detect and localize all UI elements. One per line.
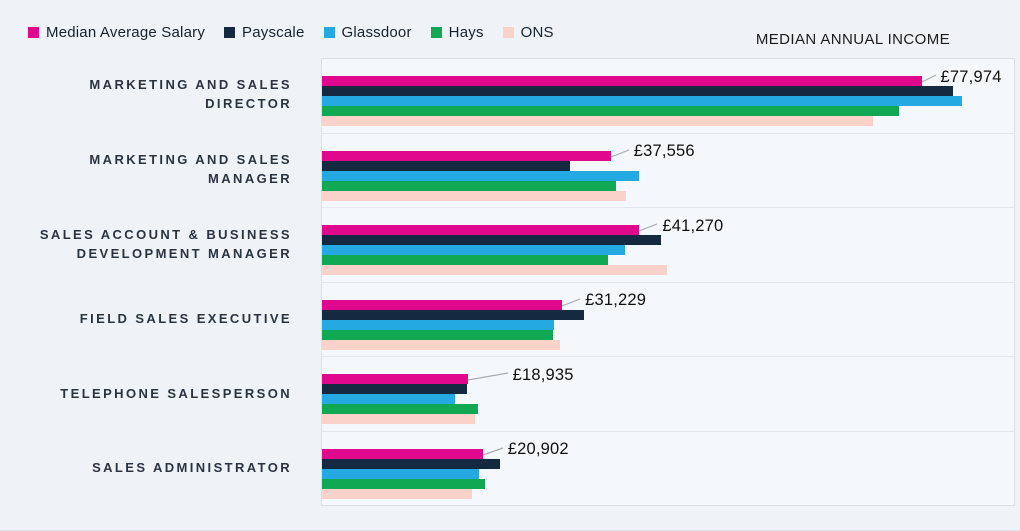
bar-median-average-salary (322, 225, 640, 235)
chart-legend: Median Average Salary Payscale Glassdoor Ha… (28, 24, 554, 41)
bar-group (322, 448, 1014, 499)
category-label: SALES ACCOUNT & BUSINESS DEVELOPMENT MAN… (39, 226, 292, 261)
bar-ons (322, 116, 873, 126)
value-callout: £77,974 (921, 66, 1002, 88)
bar-payscale (322, 235, 662, 245)
bar-ons (322, 190, 627, 201)
bar-median-average-salary (322, 374, 468, 384)
bar-payscale (322, 160, 571, 171)
bar-glassdoor (322, 394, 456, 404)
chart-title: MEDIAN ANNUAL INCOME (755, 31, 950, 48)
legend-label: Payscale (242, 24, 305, 41)
category-label: MARKETING AND SALES MANAGER (89, 152, 292, 186)
leader-line-icon (482, 446, 503, 456)
bar-median-average-salary (322, 299, 563, 310)
chart-row: £18,935 (322, 356, 1014, 431)
value-callout: £20,902 (482, 439, 569, 461)
bar-group (322, 225, 1014, 275)
value-callout: £37,556 (610, 141, 695, 163)
bar-hays (322, 255, 609, 265)
bar-group (322, 299, 1014, 350)
value-callout: £31,229 (562, 290, 646, 312)
legend-item-glassdoor: Glassdoor (323, 24, 412, 41)
category-label: MARKETING AND SALES DIRECTOR (89, 77, 292, 112)
bar-median-average-salary (322, 150, 611, 161)
bar-glassdoor (322, 319, 555, 330)
leader-line-icon (639, 223, 658, 232)
category-label: FIELD SALES EXECUTIVE (79, 310, 292, 326)
legend-swatch-ons (502, 27, 514, 38)
chart-row: £37,556 (322, 132, 1014, 208)
bar-glassdoor (322, 245, 625, 255)
bar-hays (322, 478, 485, 489)
plot-area: £77,974 £37,556 £41,270 £31,229 £18,935 £20,9… (321, 58, 1015, 506)
legend-item-payscale: Payscale (224, 24, 304, 41)
bar-hays (322, 106, 899, 116)
bar-ons (322, 414, 475, 424)
legend-swatch-median-average-salary (28, 27, 39, 38)
value-label: £31,229 (585, 291, 647, 309)
bar-median-average-salary (322, 448, 483, 459)
bar-ons (322, 265, 668, 275)
bar-ons (322, 488, 472, 499)
bar-payscale (322, 384, 467, 394)
bar-payscale (322, 458, 501, 469)
bar-hays (322, 180, 616, 191)
value-label: £18,935 (512, 365, 574, 384)
bar-payscale (322, 309, 585, 320)
leader-line-icon (921, 74, 936, 83)
chart-row: £20,902 (322, 430, 1014, 506)
category-label: TELEPHONE SALESPERSON (60, 385, 292, 401)
leader-line-icon (467, 372, 508, 381)
legend-item-median-average-salary: Median Average Salary (28, 24, 205, 41)
legend-label: Median Average Salary (46, 24, 206, 41)
bar-group (322, 150, 1014, 201)
bar-group (322, 76, 1014, 126)
chart-row: £41,270 (322, 207, 1014, 282)
chart-row: £31,229 (322, 281, 1014, 357)
bar-glassdoor (322, 468, 479, 479)
bar-ons (322, 339, 561, 350)
bar-hays (322, 329, 554, 340)
legend-swatch-payscale (224, 27, 236, 38)
chart-row: £77,974 (322, 59, 1014, 133)
bar-payscale (322, 86, 954, 96)
bar-median-average-salary (322, 76, 922, 86)
legend-swatch-glassdoor (323, 27, 335, 38)
leader-line-icon (562, 297, 581, 307)
legend-item-hays: Hays (430, 24, 484, 41)
value-label: £41,270 (662, 216, 724, 235)
bar-glassdoor (322, 96, 962, 106)
leader-line-icon (610, 148, 629, 158)
bar-group (322, 374, 1014, 424)
value-callout: £18,935 (467, 364, 574, 386)
value-label: £37,556 (633, 142, 695, 160)
category-label: SALES ADMINISTRATOR (92, 460, 292, 476)
bar-glassdoor (322, 170, 639, 181)
bar-hays (322, 404, 479, 414)
legend-swatch-hays (430, 27, 442, 38)
legend-label: Glassdoor (341, 24, 412, 41)
value-label: £77,974 (940, 67, 1002, 86)
value-label: £20,902 (507, 440, 569, 458)
value-callout: £41,270 (639, 215, 723, 237)
legend-label: Hays (448, 24, 484, 41)
legend-item-ons: ONS (502, 24, 554, 41)
legend-label: ONS (520, 24, 554, 41)
category-axis: MARKETING AND SALES DIRECTOR MARKETING AN… (0, 58, 307, 506)
